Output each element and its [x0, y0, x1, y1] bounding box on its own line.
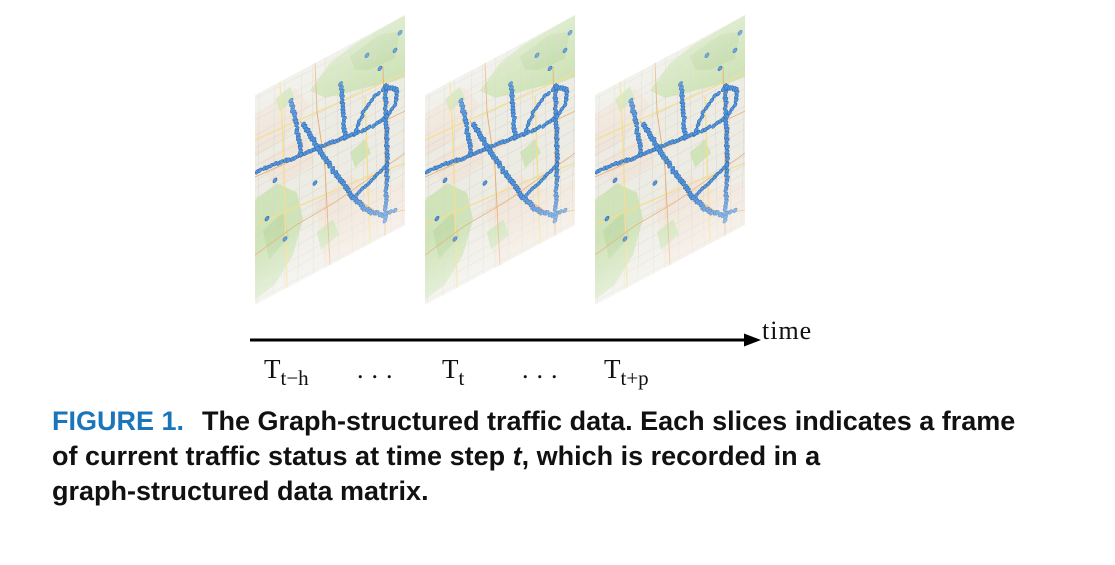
caption-line-2: of current traffic status at time step t…	[52, 439, 1015, 474]
caption-line-1: FIGURE 1. The Graph-structured traffic da…	[52, 404, 1015, 439]
time-label-main: T	[264, 354, 281, 384]
caption-line-3: graph-structured data matrix.	[52, 474, 1015, 509]
map-fade-overlay	[255, 15, 405, 305]
figure-caption: FIGURE 1. The Graph-structured traffic da…	[52, 404, 1015, 509]
caption-variable: t	[512, 441, 522, 471]
time-label-main: T	[604, 354, 621, 384]
caption-text: The Graph-structured traffic data. Each …	[202, 406, 1016, 436]
caption-text: , which is recorded in a	[521, 441, 821, 471]
map-slice-2	[425, 15, 575, 305]
ellipsis-1: ...	[357, 355, 401, 384]
time-label-t: Tt	[442, 354, 465, 390]
map-slice-3	[595, 15, 745, 305]
time-axis-arrowhead	[744, 333, 761, 347]
caption-text: of current traffic status at time step	[52, 441, 513, 471]
time-label-t-plus-p: Tt+p	[604, 354, 649, 390]
time-label-main: T	[442, 354, 459, 384]
ellipsis-2: ...	[522, 355, 566, 384]
time-label-subscript: t−h	[281, 366, 310, 390]
time-label-subscript: t	[459, 366, 465, 390]
figure-label: FIGURE 1.	[52, 406, 185, 436]
time-label-t-minus-h: Tt−h	[264, 354, 309, 390]
caption-text: graph-structured data matrix.	[52, 476, 429, 506]
map-fade-overlay	[425, 15, 575, 305]
figure-illustration: time Tt−h ... Tt ... Tt+p	[250, 15, 812, 390]
time-label-subscript: t+p	[621, 366, 649, 390]
map-fade-overlay	[595, 15, 745, 305]
time-axis-label: time	[762, 316, 812, 345]
traffic-map-slices	[255, 15, 745, 305]
map-slice-1	[255, 15, 405, 305]
